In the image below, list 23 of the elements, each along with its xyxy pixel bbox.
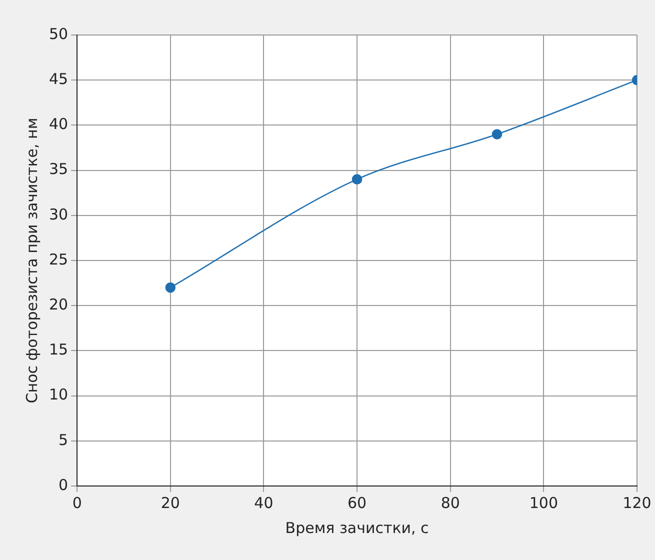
x-tick-label: 100	[529, 494, 558, 512]
y-tick-label: 10	[48, 386, 68, 404]
x-tick-label: 0	[72, 494, 82, 512]
y-tick-label: 30	[48, 205, 68, 224]
y-tick-label: 40	[48, 115, 68, 134]
x-tick-label: 20	[160, 494, 180, 512]
point	[492, 129, 502, 140]
y-tick-label: 5	[58, 430, 68, 449]
x-tick-label: 40	[254, 494, 274, 512]
y-tick-label: 35	[48, 160, 68, 178]
y-tick-label: 0	[58, 476, 68, 494]
point	[165, 282, 176, 293]
y-tick-label: 45	[48, 70, 68, 88]
point	[352, 174, 362, 184]
x-axis-title: Время зачистки, с	[285, 518, 429, 537]
y-tick-label: 20	[48, 295, 68, 314]
x-tick-label: 80	[440, 494, 460, 512]
y-tick-label: 25	[48, 250, 68, 268]
x-tick-label: 60	[347, 494, 367, 512]
y-tick-label: 50	[48, 24, 68, 43]
y-axis-title: Снос фоторезиста при зачистке, нм	[22, 118, 41, 404]
x-tick-label: 120	[622, 494, 652, 512]
y-tick-label: 15	[48, 340, 68, 359]
